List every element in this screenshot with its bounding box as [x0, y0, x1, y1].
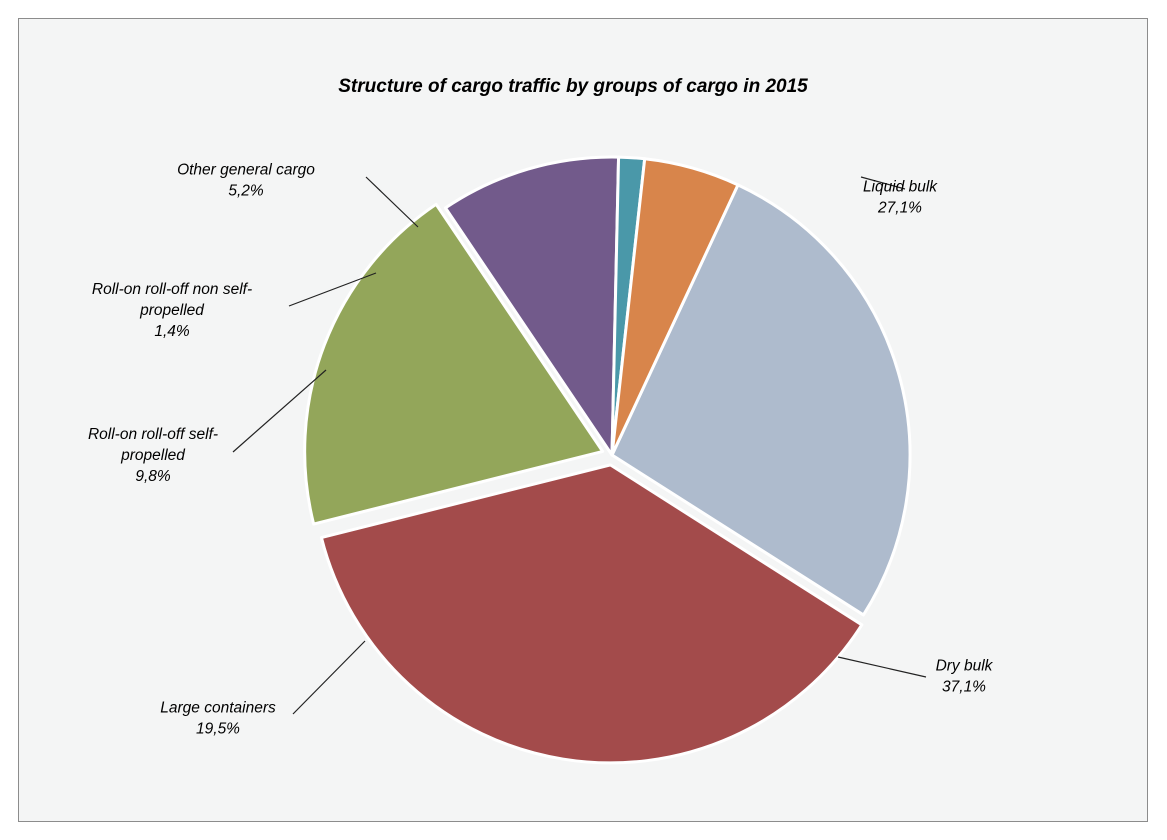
slice-value-label: 1,4%	[154, 323, 190, 340]
leader-line	[232, 369, 327, 453]
leader-line	[860, 176, 906, 190]
slice-large-containers	[303, 202, 605, 526]
slice-liquid-bulk	[610, 183, 912, 617]
pie-slices	[303, 155, 912, 765]
slice-value-label: 27,1%	[877, 200, 922, 217]
slice-category-label: Liquid bulk	[863, 179, 938, 196]
slice-category-label: propelled	[139, 302, 205, 319]
leader-line	[288, 272, 377, 307]
leader-line	[365, 176, 419, 228]
slice-category-label: Large containers	[160, 700, 276, 717]
slice-category-label: propelled	[120, 447, 186, 464]
slice-value-label: 37,1%	[942, 679, 986, 696]
slice-value-label: 9,8%	[135, 468, 171, 485]
slice-value-label: 19,5%	[196, 721, 240, 738]
slice-roll-on-roll-off-self-propelled	[443, 155, 621, 457]
slice-category-label: Dry bulk	[936, 658, 994, 675]
chart-title: Structure of cargo traffic by groups of …	[338, 76, 808, 97]
slice-value-label: 5,2%	[228, 183, 264, 200]
slice-category-label: Roll-on roll-off non self-	[92, 281, 252, 298]
slice-category-label: Roll-on roll-off self-	[88, 426, 218, 443]
slice-labels: Liquid bulk 27,1% Dry bulk 37,1% Large conta…	[88, 162, 994, 738]
leader-line	[292, 640, 366, 715]
slice-other-general-cargo	[610, 157, 740, 457]
leader-line	[837, 656, 927, 678]
leader-lines	[232, 176, 927, 715]
slice-dry-bulk	[319, 463, 864, 765]
slice-category-label: Other general cargo	[177, 162, 315, 179]
